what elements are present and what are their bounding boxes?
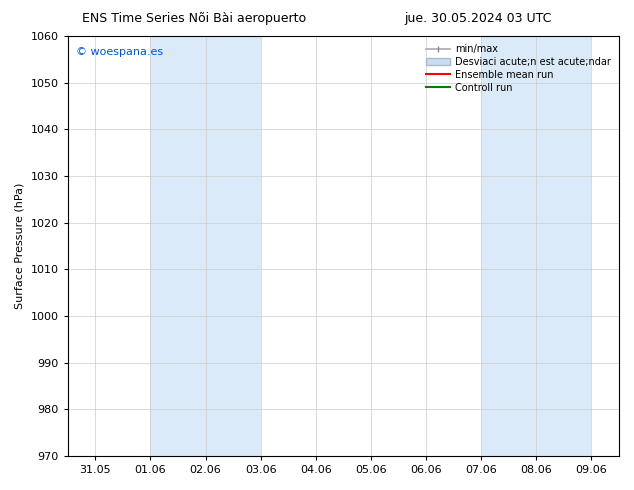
Bar: [481, 36, 592, 456]
Text: jue. 30.05.2024 03 UTC: jue. 30.05.2024 03 UTC: [404, 12, 552, 25]
Text: © woespana.es: © woespana.es: [76, 47, 163, 57]
Legend: min/max, Desviaci acute;n est acute;ndar, Ensemble mean run, Controll run: min/max, Desviaci acute;n est acute;ndar…: [424, 41, 614, 96]
Text: ENS Time Series Nõi Bài aeropuerto: ENS Time Series Nõi Bài aeropuerto: [82, 12, 307, 25]
Y-axis label: Surface Pressure (hPa): Surface Pressure (hPa): [15, 183, 25, 309]
Bar: [150, 36, 261, 456]
